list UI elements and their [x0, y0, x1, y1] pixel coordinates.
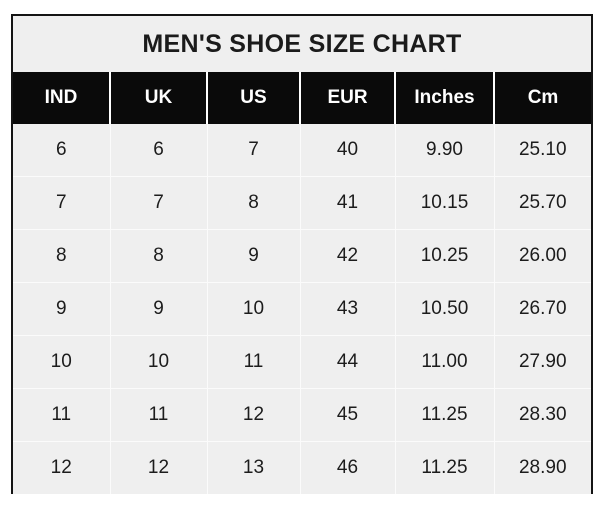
column-header-uk: UK [110, 72, 208, 124]
cell-cm: 27.90 [494, 335, 591, 389]
cell-ind: 11 [13, 388, 111, 442]
table-row: 7 7 8 41 10.15 25.70 [13, 176, 591, 230]
cell-eur: 40 [300, 124, 396, 177]
cell-inches: 10.25 [395, 229, 495, 283]
cell-eur: 46 [300, 441, 396, 494]
column-header-eur: EUR [300, 72, 396, 124]
table-body: 6 6 7 40 9.90 25.10 7 7 8 41 10.15 25.70… [13, 124, 591, 494]
table-row: 8 8 9 42 10.25 26.00 [13, 229, 591, 283]
table-header: IND UK US EUR Inches Cm [13, 72, 591, 124]
cell-inches: 10.50 [395, 282, 495, 336]
cell-cm: 26.70 [494, 282, 591, 336]
cell-uk: 12 [110, 441, 208, 494]
cell-ind: 9 [13, 282, 111, 336]
cell-cm: 26.00 [494, 229, 591, 283]
cell-inches: 9.90 [395, 124, 495, 177]
table-row: 9 9 10 43 10.50 26.70 [13, 282, 591, 336]
table-row: 11 11 12 45 11.25 28.30 [13, 388, 591, 442]
cell-inches: 10.15 [395, 176, 495, 230]
cell-ind: 10 [13, 335, 111, 389]
chart-title-band: MEN'S SHOE SIZE CHART [13, 16, 591, 72]
cell-us: 7 [207, 124, 301, 177]
cell-eur: 44 [300, 335, 396, 389]
cell-inches: 11.00 [395, 335, 495, 389]
cell-us: 11 [207, 335, 301, 389]
cell-uk: 11 [110, 388, 208, 442]
size-chart-container: MEN'S SHOE SIZE CHART IND UK US EUR Inch… [11, 14, 593, 494]
cell-ind: 12 [13, 441, 111, 494]
column-header-us: US [207, 72, 301, 124]
table-row: 6 6 7 40 9.90 25.10 [13, 124, 591, 177]
cell-us: 13 [207, 441, 301, 494]
cell-uk: 10 [110, 335, 208, 389]
cell-us: 10 [207, 282, 301, 336]
cell-ind: 8 [13, 229, 111, 283]
cell-cm: 25.70 [494, 176, 591, 230]
cell-us: 8 [207, 176, 301, 230]
cell-eur: 43 [300, 282, 396, 336]
column-header-inches: Inches [395, 72, 495, 124]
cell-cm: 28.90 [494, 441, 591, 494]
cell-us: 12 [207, 388, 301, 442]
table-row: 10 10 11 44 11.00 27.90 [13, 335, 591, 389]
cell-uk: 7 [110, 176, 208, 230]
cell-us: 9 [207, 229, 301, 283]
cell-eur: 45 [300, 388, 396, 442]
cell-cm: 28.30 [494, 388, 591, 442]
cell-uk: 9 [110, 282, 208, 336]
cell-eur: 42 [300, 229, 396, 283]
cell-inches: 11.25 [395, 441, 495, 494]
cell-ind: 6 [13, 124, 111, 177]
cell-cm: 25.10 [494, 124, 591, 177]
cell-uk: 6 [110, 124, 208, 177]
cell-inches: 11.25 [395, 388, 495, 442]
cell-uk: 8 [110, 229, 208, 283]
cell-ind: 7 [13, 176, 111, 230]
table-row: 12 12 13 46 11.25 28.90 [13, 441, 591, 494]
cell-eur: 41 [300, 176, 396, 230]
page-title: MEN'S SHOE SIZE CHART [142, 29, 462, 58]
column-header-ind: IND [13, 72, 111, 124]
table-header-row: IND UK US EUR Inches Cm [13, 72, 591, 124]
column-header-cm: Cm [494, 72, 591, 124]
shoe-size-table: IND UK US EUR Inches Cm 6 6 7 40 9.90 25… [13, 72, 591, 494]
